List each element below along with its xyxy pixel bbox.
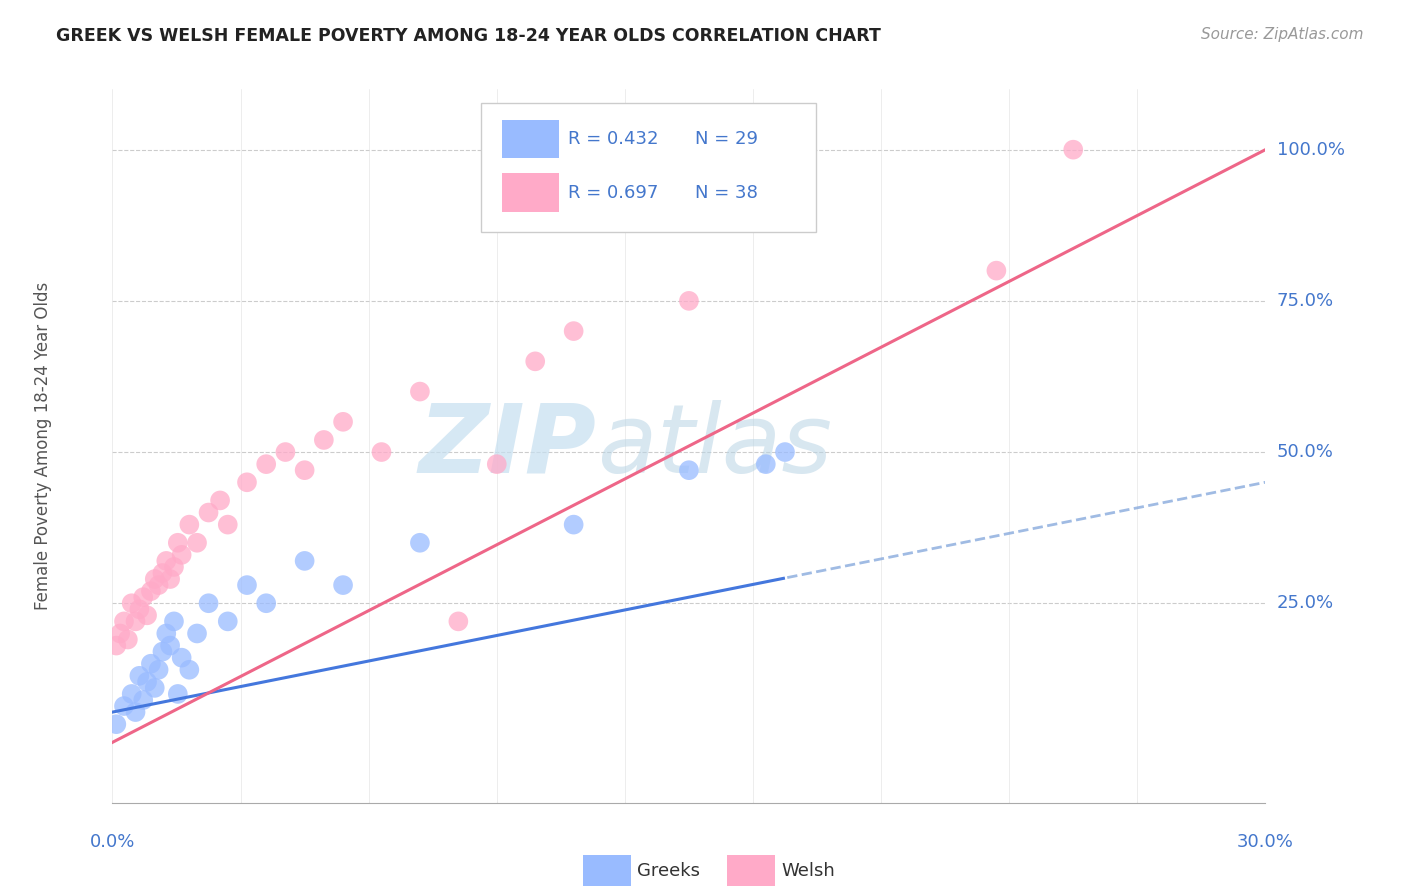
Point: [236, 578, 259, 592]
Point: [447, 615, 470, 629]
Point: [254, 596, 277, 610]
Point: [148, 663, 170, 677]
Point: [409, 535, 432, 549]
Text: Welsh: Welsh: [782, 862, 835, 880]
Point: [170, 650, 193, 665]
Text: 30.0%: 30.0%: [1237, 833, 1294, 851]
FancyBboxPatch shape: [502, 173, 558, 212]
FancyBboxPatch shape: [583, 855, 631, 887]
Point: [166, 687, 188, 701]
Point: [409, 384, 432, 399]
Text: R = 0.432: R = 0.432: [568, 130, 658, 148]
Text: 25.0%: 25.0%: [1277, 594, 1334, 612]
Point: [112, 699, 135, 714]
Point: [274, 445, 297, 459]
Point: [332, 578, 354, 592]
Point: [155, 626, 177, 640]
Point: [143, 681, 166, 695]
Point: [217, 615, 239, 629]
Point: [108, 626, 131, 640]
Text: 0.0%: 0.0%: [90, 833, 135, 851]
Point: [136, 608, 159, 623]
Point: [155, 554, 177, 568]
Point: [143, 572, 166, 586]
Point: [112, 615, 135, 629]
Text: ZIP: ZIP: [419, 400, 596, 492]
Point: [562, 517, 585, 532]
Point: [294, 554, 316, 568]
Point: [197, 506, 219, 520]
Text: Greeks: Greeks: [637, 862, 700, 880]
Point: [179, 663, 201, 677]
Text: atlas: atlas: [596, 400, 832, 492]
Point: [121, 596, 143, 610]
Point: [186, 626, 208, 640]
Point: [159, 572, 181, 586]
Point: [179, 517, 201, 532]
Text: Female Poverty Among 18-24 Year Olds: Female Poverty Among 18-24 Year Olds: [34, 282, 52, 610]
Point: [105, 717, 128, 731]
Point: [370, 445, 392, 459]
Point: [139, 657, 162, 671]
Point: [163, 615, 186, 629]
Point: [332, 415, 354, 429]
Point: [524, 354, 547, 368]
Point: [217, 517, 239, 532]
Text: 75.0%: 75.0%: [1277, 292, 1334, 310]
Point: [170, 548, 193, 562]
Point: [485, 457, 508, 471]
Point: [312, 433, 335, 447]
Point: [163, 560, 186, 574]
Point: [117, 632, 139, 647]
Point: [755, 457, 778, 471]
FancyBboxPatch shape: [727, 855, 776, 887]
Point: [166, 535, 188, 549]
Point: [1062, 143, 1084, 157]
Text: N = 29: N = 29: [695, 130, 758, 148]
Point: [152, 645, 174, 659]
Point: [254, 457, 277, 471]
Point: [148, 578, 170, 592]
Point: [136, 674, 159, 689]
Point: [159, 639, 181, 653]
Point: [139, 584, 162, 599]
Point: [562, 324, 585, 338]
Point: [124, 705, 146, 719]
Text: 50.0%: 50.0%: [1277, 443, 1333, 461]
FancyBboxPatch shape: [502, 120, 558, 159]
Text: Source: ZipAtlas.com: Source: ZipAtlas.com: [1201, 27, 1364, 42]
Point: [773, 445, 796, 459]
Point: [236, 475, 259, 490]
Point: [105, 639, 128, 653]
Text: N = 38: N = 38: [695, 184, 758, 202]
Point: [132, 590, 155, 604]
Point: [121, 687, 143, 701]
Point: [294, 463, 316, 477]
Point: [128, 669, 150, 683]
Point: [197, 596, 219, 610]
FancyBboxPatch shape: [481, 103, 815, 232]
Point: [986, 263, 1008, 277]
Text: GREEK VS WELSH FEMALE POVERTY AMONG 18-24 YEAR OLDS CORRELATION CHART: GREEK VS WELSH FEMALE POVERTY AMONG 18-2…: [56, 27, 882, 45]
Point: [186, 535, 208, 549]
Text: R = 0.697: R = 0.697: [568, 184, 658, 202]
Text: 100.0%: 100.0%: [1277, 141, 1344, 159]
Point: [132, 693, 155, 707]
Point: [209, 493, 232, 508]
Point: [124, 615, 146, 629]
Point: [678, 293, 700, 308]
Point: [152, 566, 174, 580]
Point: [678, 463, 700, 477]
Point: [128, 602, 150, 616]
